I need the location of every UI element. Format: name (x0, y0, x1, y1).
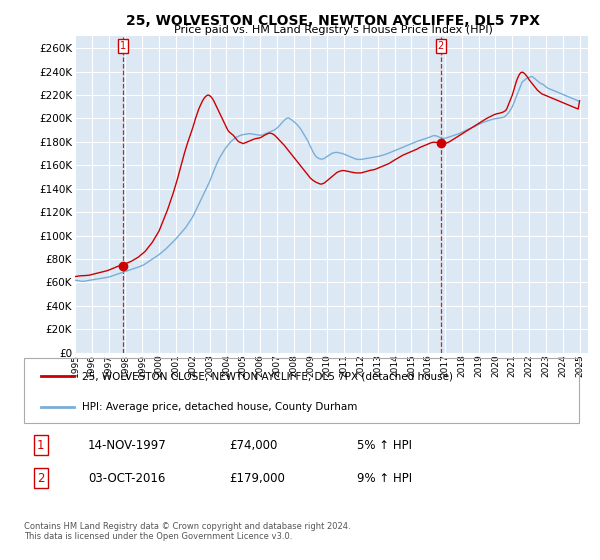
Text: 14-NOV-1997: 14-NOV-1997 (88, 438, 167, 452)
Text: 5% ↑ HPI: 5% ↑ HPI (357, 438, 412, 452)
Text: Contains HM Land Registry data © Crown copyright and database right 2024.
This d: Contains HM Land Registry data © Crown c… (24, 522, 350, 541)
Text: £74,000: £74,000 (229, 438, 278, 452)
Text: Price paid vs. HM Land Registry's House Price Index (HPI): Price paid vs. HM Land Registry's House … (173, 25, 493, 35)
Text: 1: 1 (120, 41, 127, 51)
Text: HPI: Average price, detached house, County Durham: HPI: Average price, detached house, Coun… (82, 402, 358, 412)
Text: 2: 2 (438, 41, 444, 51)
Text: 2: 2 (37, 472, 44, 484)
Text: 1: 1 (37, 438, 44, 452)
Text: £179,000: £179,000 (229, 472, 285, 484)
Text: 03-OCT-2016: 03-OCT-2016 (88, 472, 165, 484)
Text: 9% ↑ HPI: 9% ↑ HPI (357, 472, 412, 484)
Text: 25, WOLVESTON CLOSE, NEWTON AYCLIFFE, DL5 7PX: 25, WOLVESTON CLOSE, NEWTON AYCLIFFE, DL… (126, 14, 540, 28)
Text: 25, WOLVESTON CLOSE, NEWTON AYCLIFFE, DL5 7PX (detached house): 25, WOLVESTON CLOSE, NEWTON AYCLIFFE, DL… (82, 371, 453, 381)
